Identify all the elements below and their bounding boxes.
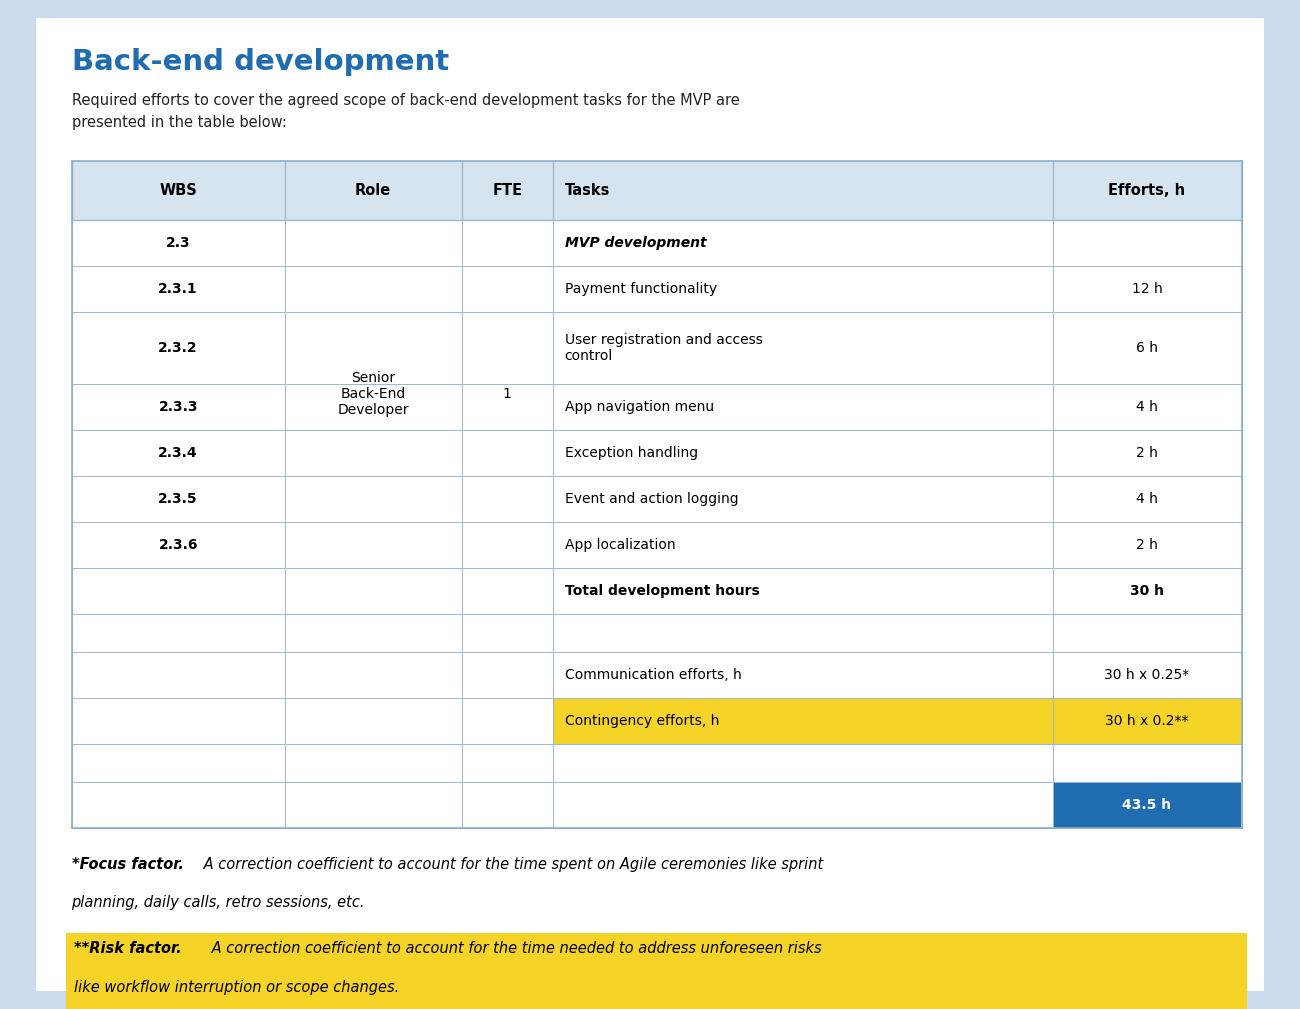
Text: Total efforts: Total efforts	[564, 798, 660, 812]
Text: 43.5 h: 43.5 h	[1122, 798, 1171, 812]
Text: 4 h: 4 h	[1136, 492, 1158, 507]
Text: Back-end development: Back-end development	[72, 48, 448, 77]
Text: 6 h: 6 h	[1136, 341, 1158, 355]
Text: 2 h: 2 h	[1136, 446, 1158, 460]
Text: A correction coefficient to account for the time spent on Agile ceremonies like : A correction coefficient to account for …	[199, 857, 823, 872]
Text: *Focus factor.: *Focus factor.	[72, 857, 183, 872]
Text: 2.3.5: 2.3.5	[159, 492, 198, 507]
Text: WBS: WBS	[160, 184, 198, 198]
Text: 2.3.3: 2.3.3	[159, 401, 198, 415]
Text: 2 h: 2 h	[1136, 538, 1158, 552]
Text: like workflow interruption or scope changes.: like workflow interruption or scope chan…	[74, 980, 399, 995]
Text: Exception handling: Exception handling	[564, 446, 698, 460]
Text: A correction coefficient to account for the time needed to address unforeseen ri: A correction coefficient to account for …	[207, 941, 822, 957]
Text: Efforts, h: Efforts, h	[1109, 184, 1186, 198]
Text: Senior
Back-End
Developer: Senior Back-End Developer	[338, 371, 410, 417]
Text: 2.3.6: 2.3.6	[159, 538, 198, 552]
Text: Role: Role	[355, 184, 391, 198]
Text: 2.3.2: 2.3.2	[159, 341, 198, 355]
Text: Required efforts to cover the agreed scope of back-end development tasks for the: Required efforts to cover the agreed sco…	[72, 93, 740, 130]
Text: **Risk factor.: **Risk factor.	[74, 941, 182, 957]
Text: Tasks: Tasks	[564, 184, 610, 198]
Text: 12 h: 12 h	[1132, 282, 1162, 296]
Text: 30 h x 0.2**: 30 h x 0.2**	[1105, 714, 1188, 728]
Text: planning, daily calls, retro sessions, etc.: planning, daily calls, retro sessions, e…	[72, 895, 365, 910]
Text: 30 h: 30 h	[1130, 584, 1164, 598]
Text: Contingency efforts, h: Contingency efforts, h	[564, 714, 719, 728]
Text: MVP development: MVP development	[564, 236, 706, 250]
Text: Payment functionality: Payment functionality	[564, 282, 716, 296]
Text: 30 h x 0.25*: 30 h x 0.25*	[1105, 668, 1190, 682]
Text: Event and action logging: Event and action logging	[564, 492, 738, 507]
Text: 2.3.1: 2.3.1	[159, 282, 198, 296]
Text: Total development hours: Total development hours	[564, 584, 759, 598]
Text: 2.3: 2.3	[166, 236, 191, 250]
Text: FTE: FTE	[493, 184, 523, 198]
Text: Communication efforts, h: Communication efforts, h	[564, 668, 741, 682]
Text: 1: 1	[503, 387, 512, 401]
Text: 2.3.4: 2.3.4	[159, 446, 198, 460]
Text: App navigation menu: App navigation menu	[564, 401, 714, 415]
Text: User registration and access
control: User registration and access control	[564, 333, 763, 363]
Text: App localization: App localization	[564, 538, 675, 552]
Text: 4 h: 4 h	[1136, 401, 1158, 415]
